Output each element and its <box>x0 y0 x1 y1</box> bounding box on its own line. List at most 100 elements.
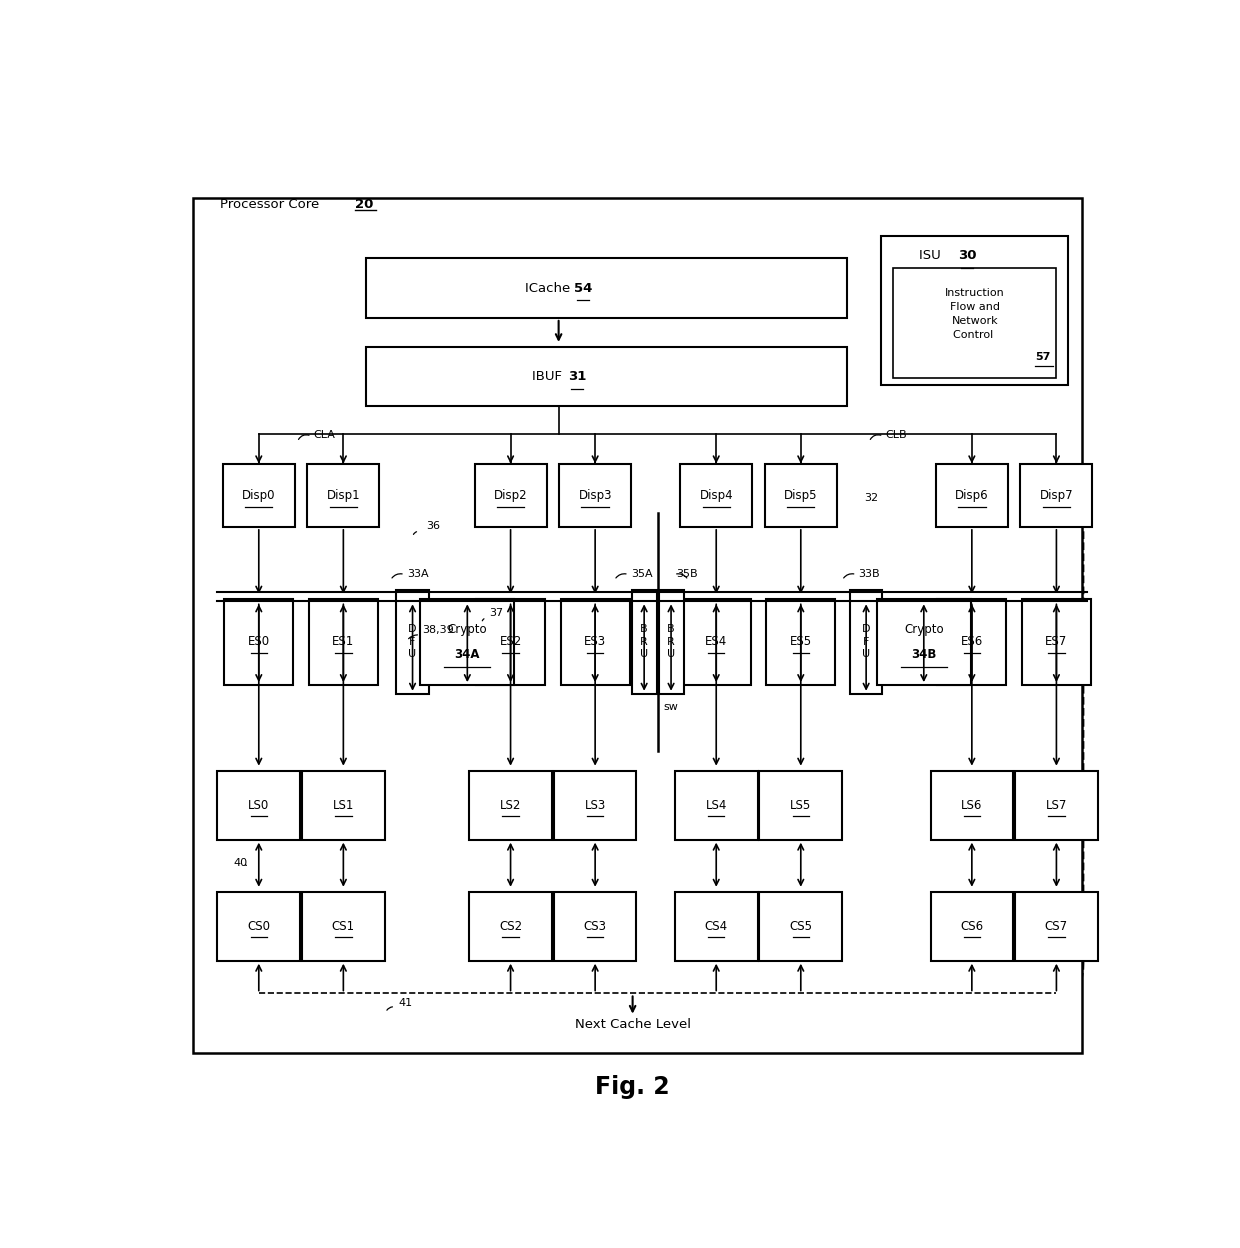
Text: Next Cache Level: Next Cache Level <box>574 1017 691 1031</box>
Text: B
R
U: B R U <box>667 624 675 659</box>
Text: Disp7: Disp7 <box>1039 489 1074 502</box>
Text: ES0: ES0 <box>248 635 270 648</box>
Text: 35A: 35A <box>631 569 652 579</box>
Bar <box>675 891 758 961</box>
Bar <box>1021 464 1092 527</box>
Text: 33B: 33B <box>858 569 880 579</box>
Text: Instruction
Flow and
Network
Control: Instruction Flow and Network Control <box>945 287 1004 339</box>
Bar <box>1016 770 1097 840</box>
Text: Disp4: Disp4 <box>699 489 733 502</box>
Text: 57: 57 <box>1035 352 1050 362</box>
Bar <box>880 236 1068 386</box>
Text: Disp3: Disp3 <box>578 489 611 502</box>
Bar <box>1016 891 1097 961</box>
Text: 40: 40 <box>234 857 248 867</box>
Bar <box>469 891 552 961</box>
Bar <box>682 599 750 685</box>
Bar <box>937 599 1007 685</box>
Bar <box>217 770 300 840</box>
Text: LS5: LS5 <box>790 799 811 811</box>
Bar <box>893 268 1056 378</box>
Text: CS3: CS3 <box>584 920 606 932</box>
Text: LS4: LS4 <box>706 799 727 811</box>
Text: CS7: CS7 <box>1045 920 1068 932</box>
Text: 41: 41 <box>398 998 412 1008</box>
Text: CS6: CS6 <box>960 920 983 932</box>
Text: ES3: ES3 <box>584 635 606 648</box>
Text: 30: 30 <box>959 248 976 262</box>
Text: Disp1: Disp1 <box>326 489 360 502</box>
Text: ISU: ISU <box>919 248 959 262</box>
Text: 37: 37 <box>490 608 503 618</box>
Bar <box>759 770 842 840</box>
Text: Disp6: Disp6 <box>955 489 988 502</box>
Bar <box>930 891 1013 961</box>
Text: CLB: CLB <box>885 431 906 441</box>
Bar <box>681 464 753 527</box>
Text: ICache: ICache <box>525 282 578 295</box>
Bar <box>367 347 847 407</box>
Text: Crypto: Crypto <box>904 623 944 635</box>
Text: 34B: 34B <box>911 648 936 660</box>
Bar <box>193 197 1083 1053</box>
Text: LS3: LS3 <box>584 799 606 811</box>
Bar <box>930 770 1013 840</box>
Bar <box>759 891 842 961</box>
FancyBboxPatch shape <box>211 443 649 1010</box>
Bar <box>224 599 294 685</box>
Text: Disp2: Disp2 <box>494 489 527 502</box>
Text: 35B: 35B <box>676 569 697 579</box>
Bar <box>217 891 300 961</box>
Text: Crypto: Crypto <box>448 623 487 635</box>
Text: ES6: ES6 <box>961 635 983 648</box>
Text: ES5: ES5 <box>790 635 812 648</box>
FancyBboxPatch shape <box>662 443 1084 1010</box>
Bar <box>476 599 546 685</box>
Text: ES4: ES4 <box>706 635 728 648</box>
Text: LS7: LS7 <box>1045 799 1068 811</box>
Text: 36: 36 <box>427 522 440 532</box>
Text: 31: 31 <box>568 371 587 383</box>
Bar <box>469 770 552 840</box>
Text: IBUF: IBUF <box>532 371 570 383</box>
Bar <box>849 590 883 694</box>
Text: Processor Core: Processor Core <box>221 198 324 211</box>
Text: LS6: LS6 <box>961 799 982 811</box>
Text: CS1: CS1 <box>332 920 355 932</box>
Bar <box>420 599 515 685</box>
Text: D
F
U: D F U <box>408 624 417 659</box>
Text: 20: 20 <box>355 198 373 211</box>
Text: Fig. 2: Fig. 2 <box>595 1075 670 1098</box>
Bar <box>554 770 636 840</box>
Text: Disp5: Disp5 <box>784 489 817 502</box>
Bar <box>631 590 657 694</box>
Bar <box>1022 599 1091 685</box>
Text: CS5: CS5 <box>790 920 812 932</box>
Bar <box>223 464 295 527</box>
Bar <box>877 599 971 685</box>
Text: CS2: CS2 <box>498 920 522 932</box>
Bar <box>303 770 384 840</box>
Text: ES7: ES7 <box>1045 635 1068 648</box>
Bar <box>367 258 847 318</box>
Text: 54: 54 <box>574 282 593 295</box>
Bar <box>560 599 630 685</box>
Bar <box>936 464 1008 527</box>
Text: 38,39: 38,39 <box>422 625 454 635</box>
Text: 34A: 34A <box>455 648 480 660</box>
Bar <box>765 464 837 527</box>
Bar <box>397 590 429 694</box>
Bar <box>554 891 636 961</box>
Bar <box>308 464 379 527</box>
Bar <box>658 590 683 694</box>
Bar <box>475 464 547 527</box>
Text: CLA: CLA <box>314 431 336 441</box>
Text: LS1: LS1 <box>332 799 355 811</box>
Text: B
R
U: B R U <box>640 624 649 659</box>
Bar <box>559 464 631 527</box>
Text: D
F
U: D F U <box>862 624 870 659</box>
Text: LS2: LS2 <box>500 799 521 811</box>
Text: CS4: CS4 <box>704 920 728 932</box>
Bar <box>309 599 378 685</box>
Text: 33A: 33A <box>407 569 428 579</box>
